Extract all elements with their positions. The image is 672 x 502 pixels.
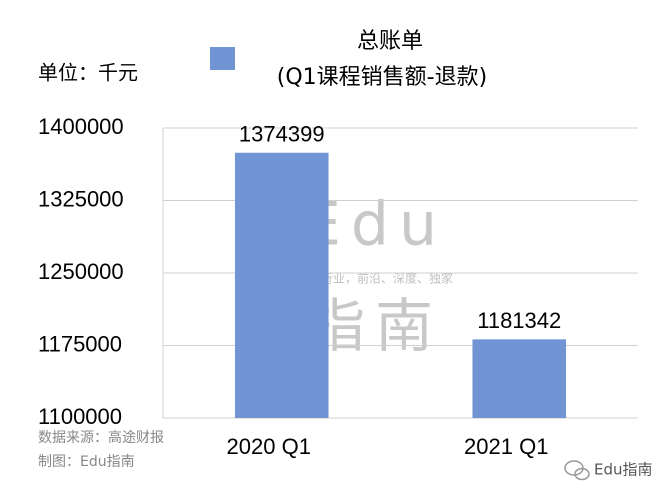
y-tick-label: 1175000 (38, 331, 122, 356)
bar (234, 152, 329, 419)
x-tick-label: 2020 Q1 (227, 434, 311, 459)
legend-swatch (210, 47, 235, 70)
data-label: 1181342 (477, 308, 561, 333)
footer-account: Edu指南 (594, 461, 653, 479)
y-tick-label: 1325000 (38, 186, 124, 211)
watermark-tagline: 教育行业，前沿、深度、独家 (297, 271, 453, 286)
bar (472, 339, 567, 418)
x-tick-label: 2021 Q1 (464, 434, 548, 459)
data-label: 1374399 (239, 122, 325, 147)
credit: 制图：Edu指南 (38, 454, 135, 470)
chart-subtitle: (Q1课程销售额-退款) (277, 65, 487, 90)
source: 数据来源：高途财报 (38, 429, 164, 446)
chart-title: 总账单 (357, 29, 423, 54)
wechat-icon (564, 460, 590, 481)
y-tick-label: 1250000 (38, 259, 124, 284)
unit-label: 单位：千元 (38, 61, 138, 85)
y-tick-label: 1100000 (38, 404, 122, 429)
y-tick-label: 1400000 (38, 114, 124, 139)
